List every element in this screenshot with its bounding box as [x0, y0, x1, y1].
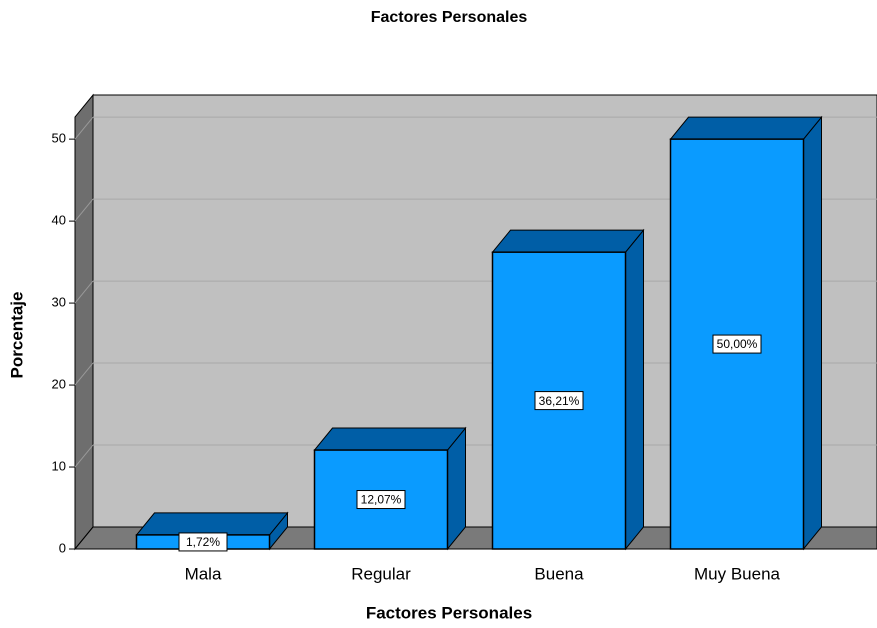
- grid-line: [74, 362, 94, 386]
- value-label-box: [534, 391, 584, 411]
- value-label: 12,07%: [361, 493, 402, 507]
- y-axis-title: Porcentaje: [7, 292, 26, 379]
- y-tick-label: 20: [52, 376, 66, 391]
- bar-top: [135, 512, 289, 536]
- grid-line: [74, 280, 94, 304]
- y-tick-label: 40: [52, 213, 66, 228]
- y-tick-label: 0: [59, 540, 66, 555]
- left-wall: [74, 93, 94, 551]
- value-label: 1,72%: [186, 535, 220, 549]
- bar-side: [803, 115, 822, 551]
- value-label-box: [712, 334, 762, 354]
- grid-line: [74, 444, 94, 468]
- x-tick-label: Buena: [534, 564, 584, 583]
- value-label: 50,00%: [717, 337, 758, 351]
- chart-title: Factores Personales: [371, 9, 528, 26]
- value-label-box: [356, 490, 406, 510]
- grid-line: [74, 116, 94, 140]
- bar-top: [669, 116, 823, 140]
- y-tick-label: 50: [52, 131, 66, 146]
- x-axis-title: Factores Personales: [366, 603, 532, 622]
- y-tick-label: 30: [52, 295, 66, 310]
- value-label: 36,21%: [539, 394, 580, 408]
- bar-top: [313, 427, 467, 451]
- bar-side: [625, 228, 644, 551]
- bar-top: [491, 229, 645, 253]
- value-label-box: [178, 532, 228, 552]
- x-tick-label: Mala: [185, 564, 222, 583]
- x-tick-label: Regular: [351, 564, 411, 583]
- x-tick-label: Muy Buena: [694, 564, 781, 583]
- y-tick-label: 10: [52, 458, 66, 473]
- grid-line: [74, 198, 94, 222]
